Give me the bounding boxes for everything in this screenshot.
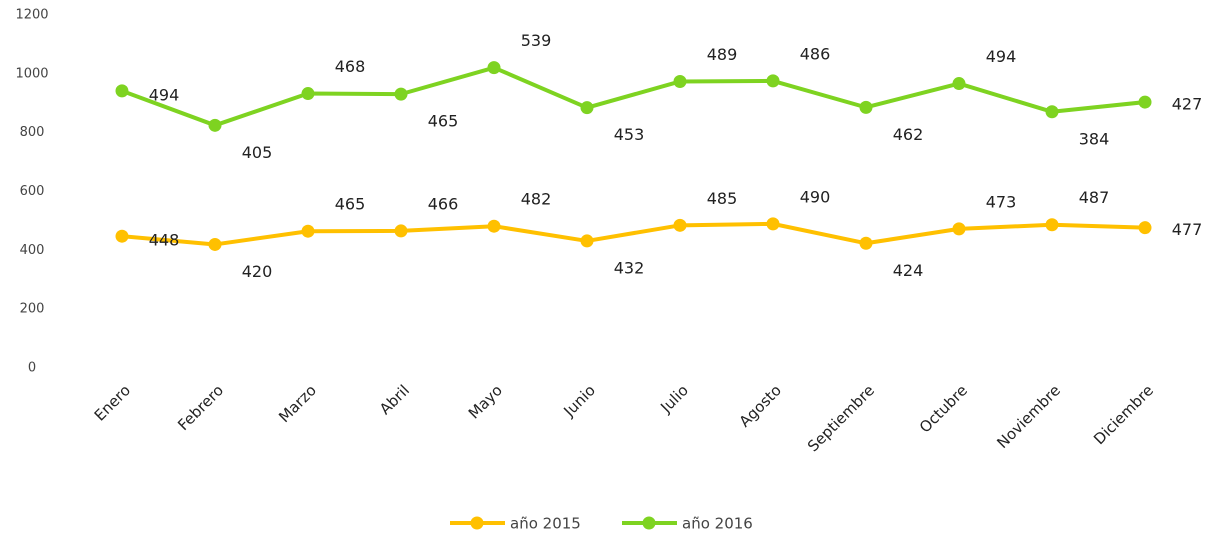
data-label: 384	[1079, 129, 1110, 148]
legend-label: año 2016	[682, 515, 753, 533]
y-tick-label: 0	[28, 361, 36, 376]
data-label: 448	[149, 231, 180, 250]
data-label: 468	[335, 57, 366, 76]
x-tick-label: Noviembre	[993, 381, 1064, 452]
y-tick-label: 1200	[15, 8, 48, 23]
data-point	[301, 87, 315, 101]
data-label: 494	[986, 47, 1017, 66]
y-tick-label: 600	[20, 184, 45, 199]
data-label: 485	[707, 189, 738, 208]
data-label: 424	[893, 261, 924, 280]
data-point	[1138, 221, 1152, 235]
data-label: 466	[428, 194, 459, 213]
legend-item: año 2015	[450, 515, 581, 533]
x-tick-label: Marzo	[275, 381, 320, 426]
x-tick-label: Octubre	[916, 381, 971, 436]
legend-label: año 2015	[510, 515, 581, 533]
data-label: 405	[242, 143, 273, 162]
data-point	[673, 74, 687, 88]
series-line	[121, 65, 1146, 128]
data-label: 420	[242, 262, 273, 281]
data-point	[766, 217, 780, 231]
data-point	[580, 234, 594, 248]
x-tick-label: Febrero	[174, 381, 227, 434]
x-tick-label: Junio	[560, 381, 599, 420]
legend-swatch-dot	[642, 516, 656, 530]
data-point	[859, 236, 873, 250]
data-point	[301, 224, 315, 238]
data-label: 432	[614, 258, 645, 277]
y-tick-label: 800	[20, 125, 45, 140]
x-tick-label: Septiembre	[804, 381, 878, 455]
x-tick-label: Julio	[656, 381, 692, 417]
y-tick-label: 200	[20, 302, 45, 317]
data-label: 477	[1172, 220, 1203, 239]
data-label: 453	[614, 125, 645, 144]
data-point	[394, 87, 408, 101]
x-tick-label: Agosto	[736, 381, 785, 430]
data-point	[952, 77, 966, 91]
data-point	[673, 218, 687, 232]
x-tick-label: Diciembre	[1090, 381, 1157, 448]
data-point	[115, 229, 129, 243]
data-label: 487	[1079, 188, 1110, 207]
x-tick-label: Abril	[376, 381, 413, 418]
data-point	[766, 74, 780, 88]
x-tick-label: Enero	[91, 381, 134, 424]
y-tick-label: 400	[20, 243, 45, 258]
data-point	[487, 61, 501, 75]
data-point	[580, 101, 594, 115]
data-point	[394, 224, 408, 238]
data-label: 465	[428, 112, 459, 131]
data-label: 486	[800, 44, 831, 63]
data-point	[208, 118, 222, 132]
data-label: 539	[521, 31, 552, 50]
data-point	[487, 219, 501, 233]
data-label: 427	[1172, 95, 1203, 114]
data-label: 465	[335, 195, 366, 214]
series-line	[121, 221, 1146, 247]
data-point	[115, 84, 129, 98]
data-label: 490	[800, 187, 831, 206]
data-label: 462	[893, 125, 924, 144]
data-label: 473	[986, 192, 1017, 211]
data-point	[208, 237, 222, 251]
data-label: 482	[521, 190, 552, 209]
legend-item: año 2016	[622, 515, 753, 533]
data-point	[859, 100, 873, 114]
data-point	[1045, 105, 1059, 119]
x-tick-label: Mayo	[465, 381, 506, 422]
data-point	[1045, 218, 1059, 232]
data-point	[1138, 95, 1152, 109]
legend-swatch-dot	[470, 516, 484, 530]
y-tick-label: 1000	[15, 66, 48, 81]
data-point	[952, 222, 966, 236]
data-label: 494	[149, 85, 180, 104]
data-label: 489	[707, 45, 738, 64]
